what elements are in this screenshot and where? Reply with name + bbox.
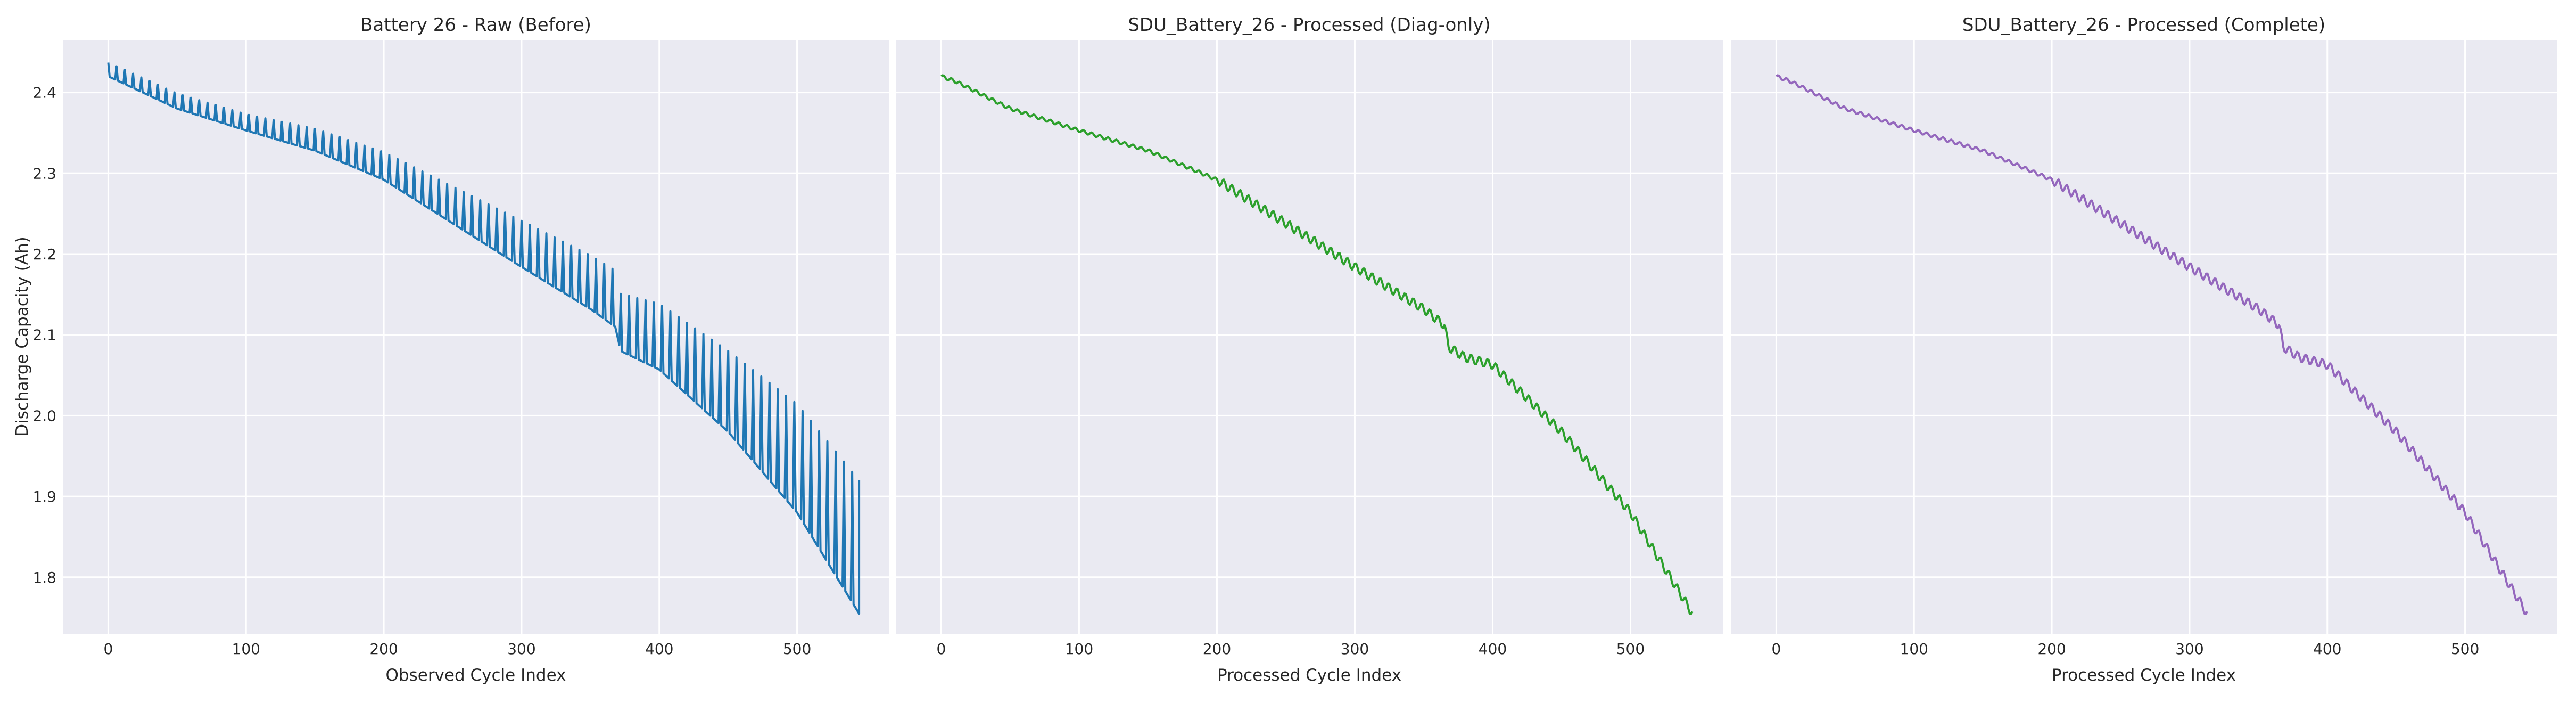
y-tick-label: 2.3	[32, 165, 56, 182]
y-tick-label: 1.8	[32, 569, 56, 586]
chart-title-complete: SDU_Battery_26 - Processed (Complete)	[1962, 14, 2325, 36]
x-tick-label: 0	[104, 640, 113, 658]
y-tick-label: 2.4	[32, 84, 56, 102]
x-ticks-raw: 0 100 200 300 400 500	[104, 640, 812, 658]
grid-raw	[63, 40, 889, 634]
x-tick-label: 100	[1900, 640, 1928, 658]
x-tick-label: 400	[645, 640, 673, 658]
y-ticks-raw: 1.8 1.9 2.0 2.1 2.2 2.3 2.4	[32, 84, 56, 586]
x-tick-label: 300	[2175, 640, 2203, 658]
grid-complete	[1731, 40, 2557, 634]
y-tick-label: 2.2	[32, 246, 56, 263]
y-tick-label: 2.0	[32, 407, 56, 424]
x-ticks-diag-only: 0 100 200 300 400 500	[937, 640, 1645, 658]
y-tick-label: 1.9	[32, 488, 56, 505]
panel-raw: 0 100 200 300 400 500 1.8 1.9 2.0 2.1 2.2 2.3 2.4 B…	[13, 14, 889, 685]
x-tick-label: 400	[1479, 640, 1507, 658]
series-line-raw	[107, 62, 861, 615]
x-axis-title-raw: Observed Cycle Index	[386, 666, 566, 685]
panel-diag-only: 0 100 200 300 400 500 SDU_Battery_26 - Proces…	[896, 14, 1723, 685]
x-tick-label: 100	[1065, 640, 1093, 658]
chart-title-raw: Battery 26 - Raw (Before)	[360, 14, 591, 36]
x-tick-label: 0	[937, 640, 946, 658]
plot-area-diag-only	[896, 40, 1723, 634]
series-line-complete	[1776, 74, 2528, 615]
x-tick-label: 400	[2313, 640, 2341, 658]
x-tick-label: 500	[1616, 640, 1645, 658]
x-ticks-complete: 0 100 200 300 400 500	[1772, 640, 2480, 658]
x-axis-title-complete: Processed Cycle Index	[2052, 666, 2236, 685]
plot-area-raw	[63, 40, 889, 634]
x-axis-title-diag-only: Processed Cycle Index	[1217, 666, 1401, 685]
series-line-diag-only	[940, 74, 1694, 615]
grid-diag-only	[896, 40, 1723, 634]
chart-title-diag-only: SDU_Battery_26 - Processed (Diag-only)	[1128, 14, 1490, 36]
x-tick-label: 200	[369, 640, 398, 658]
panel-complete: 0 100 200 300 400 500 SDU_Battery_26 - Proces…	[1731, 14, 2557, 685]
x-tick-label: 500	[2451, 640, 2479, 658]
x-tick-label: 200	[2037, 640, 2066, 658]
x-tick-label: 200	[1203, 640, 1231, 658]
x-tick-label: 300	[1341, 640, 1369, 658]
y-tick-label: 2.1	[32, 326, 56, 344]
plot-area-complete	[1731, 40, 2557, 634]
x-tick-label: 100	[232, 640, 260, 658]
y-axis-title-raw: Discharge Capacity (Ah)	[13, 236, 32, 437]
x-tick-label: 500	[783, 640, 811, 658]
x-tick-label: 0	[1772, 640, 1781, 658]
x-tick-label: 300	[507, 640, 535, 658]
